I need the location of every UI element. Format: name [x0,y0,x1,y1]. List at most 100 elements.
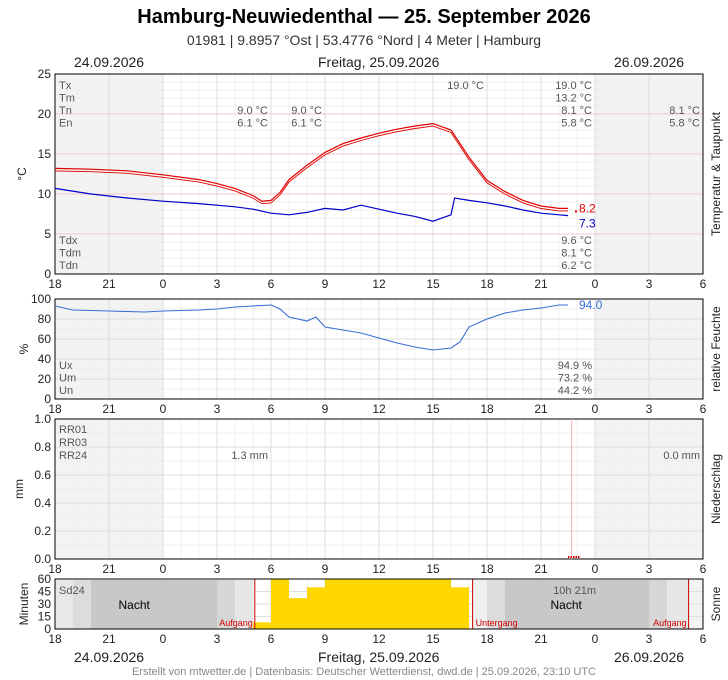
sunrise-label: Aufgang [653,618,687,628]
sunshine-bar [415,579,433,629]
sunset-label: Untergang [476,618,518,628]
temp-y-tick-label: 0 [44,267,51,281]
sun-x-tick-label: 18 [480,632,494,646]
night-shade [253,580,255,629]
temperature-end-marker [574,210,578,213]
temp-stat-label: Tm [59,93,75,105]
precip-x-tick-label: 15 [426,562,440,576]
station-info: 01981 | 9.8957 °Ost | 53.4776 °Nord | 4 … [186,32,542,48]
sun-y-tick-label: 45 [38,585,52,599]
night-label-prev: Nacht [119,598,151,612]
humidity-x-tick-label: 15 [426,402,440,416]
precip-x-tick-label: 21 [102,562,116,576]
humidity-stat-label: Un [59,385,73,397]
precip-right-label: Niederschlag [709,454,723,524]
sun-y-tick-label: 0 [44,622,51,636]
temperature-end-value: 8.2 [579,201,596,215]
footer-credit: Erstellt von mtwetter.de | Datenbasis: D… [131,666,597,678]
precip-x-tick-label: 6 [700,562,707,576]
humidity-x-tick-label: 0 [592,402,599,416]
humidity-line [54,304,568,351]
precip-x-tick-label: 0 [160,562,167,576]
sunshine-bar [397,579,415,629]
temp-y-tick-label: 5 [44,227,51,241]
humidity-x-tick-label: 21 [102,402,116,416]
current-day-label-top: Freitag, 25.09.2026 [318,54,440,70]
humidity-x-tick-label: 12 [372,402,386,416]
sun-x-tick-label: 21 [102,632,116,646]
dew-stat-label: Tdx [59,235,78,247]
night-shade [487,580,505,629]
precip-y-tick-label: 0.4 [34,496,51,510]
temp-x-tick-label: 12 [372,277,386,291]
night-shade [91,580,217,629]
day-dew-value: 9.6 °C [561,235,592,247]
humidity-x-tick-label: 3 [646,402,653,416]
humidity-y-tick-label: 0 [44,392,51,406]
night-shade [667,580,689,629]
precip-y-tick-label: 0.8 [34,440,51,454]
humidity-frame [54,298,704,400]
sun-x-tick-label: 9 [322,632,329,646]
temp-y-tick-label: 25 [38,67,52,81]
precip-x-tick-label: 9 [322,562,329,576]
next-temp-value: 5.8 °C [669,118,700,130]
temperature-line-secondary [54,125,568,212]
sunshine-bar [433,579,451,629]
temp-x-tick-label: 6 [268,277,275,291]
temp-x-tick-label: 6 [700,277,707,291]
humidity-x-tick-label: 6 [700,402,707,416]
night-shade [472,580,487,629]
temp-stat-label: En [59,118,72,130]
precip-stat-label: RR01 [59,424,87,436]
sun-y-tick-label: 60 [38,572,52,586]
humidity-stat-value: 73.2 % [558,373,592,385]
humidity-stat-label: Ux [59,360,73,372]
precip-frame [54,418,704,560]
temperature-line [54,122,568,209]
humidity-x-tick-label: 9 [322,402,329,416]
prev-day-label-bottom: 24.09.2026 [74,649,145,665]
night-shade [217,580,235,629]
humidity-y-tick-label: 40 [38,352,52,366]
night-shade [505,580,649,629]
sun-y-tick-label: 30 [38,597,52,611]
humidity-y-tick-label: 100 [31,292,51,306]
humidity-x-tick-label: 18 [48,402,62,416]
next-day-label-top: 26.09.2026 [614,54,685,70]
sun-x-tick-label: 6 [700,632,707,646]
sun-x-tick-label: 18 [48,632,62,646]
precip-y-axis-label: mm [12,479,26,499]
sun-x-tick-label: 15 [426,632,440,646]
current-day-label-bottom: Freitag, 25.09.2026 [318,649,440,665]
day-dew-value: 6.2 °C [561,260,592,272]
sun-duration-value: 10h 21m [553,585,596,597]
night-shade [73,580,91,629]
sunshine-bar [451,587,469,629]
temp-y-tick-label: 10 [38,187,52,201]
sunshine-bar [379,579,397,629]
precip-x-tick-label: 3 [646,562,653,576]
night-shade [235,580,253,629]
sunshine-bar [325,579,343,629]
sun-right-label: Sonne [709,586,723,621]
prev-tn-value: 6.1 °C [237,118,268,130]
prev-tn-value: 9.0 °C [237,105,268,117]
precip-y-tick-label: 1.0 [34,412,51,426]
dew-stat-label: Tdm [59,248,81,260]
precip-x-tick-label: 18 [480,562,494,576]
page-title: Hamburg-Neuwiedenthal — 25. September 20… [137,6,591,28]
sunrise-label: Aufgang [219,618,253,628]
temp-y-axis-label: °C [15,167,29,181]
humidity-y-tick-label: 80 [38,312,52,326]
precip-y-tick-label: 0.6 [34,468,51,482]
sun-y-axis-label: Minuten [17,583,31,626]
sun-x-tick-label: 12 [372,632,386,646]
precip-x-tick-label: 0 [592,562,599,576]
temp-stat-label: Tx [59,80,72,92]
precip-x-tick-label: 6 [268,562,275,576]
temp-x-tick-label: 21 [534,277,548,291]
tx-time-value: 19.0 °C [447,80,484,92]
sun-x-tick-label: 3 [214,632,221,646]
humidity-stat-value: 94.9 % [558,360,592,372]
